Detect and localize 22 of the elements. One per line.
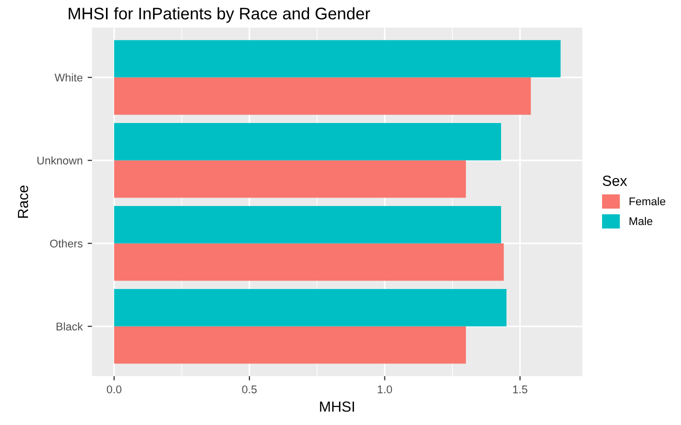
- y-tick-label: Black: [56, 322, 83, 330]
- bar: [114, 160, 466, 198]
- legend-label: Female: [630, 197, 666, 206]
- y-tick-label: Unknown: [37, 156, 82, 165]
- legend-label: Male: [630, 216, 652, 226]
- y-tick-label: White: [54, 73, 82, 82]
- x-tick-label: 0.0: [106, 385, 122, 394]
- chart-title: MHSI for InPatients by Race and Gender: [68, 7, 370, 23]
- x-tick-label: 1.5: [513, 386, 528, 394]
- bar: [114, 326, 466, 364]
- bar: [114, 206, 502, 244]
- x-tick-label: 0.5: [242, 385, 257, 394]
- x-tick-label: 1.0: [378, 385, 392, 394]
- legend-title: Sex: [602, 176, 628, 186]
- x-axis-title: MHSI: [320, 401, 354, 412]
- bar: [114, 123, 502, 160]
- y-axis-title: Race: [18, 186, 28, 218]
- bar: [114, 77, 531, 115]
- y-tick-label: Others: [50, 239, 83, 248]
- bar: [114, 243, 504, 281]
- bar: [114, 40, 561, 78]
- bar: [114, 289, 506, 326]
